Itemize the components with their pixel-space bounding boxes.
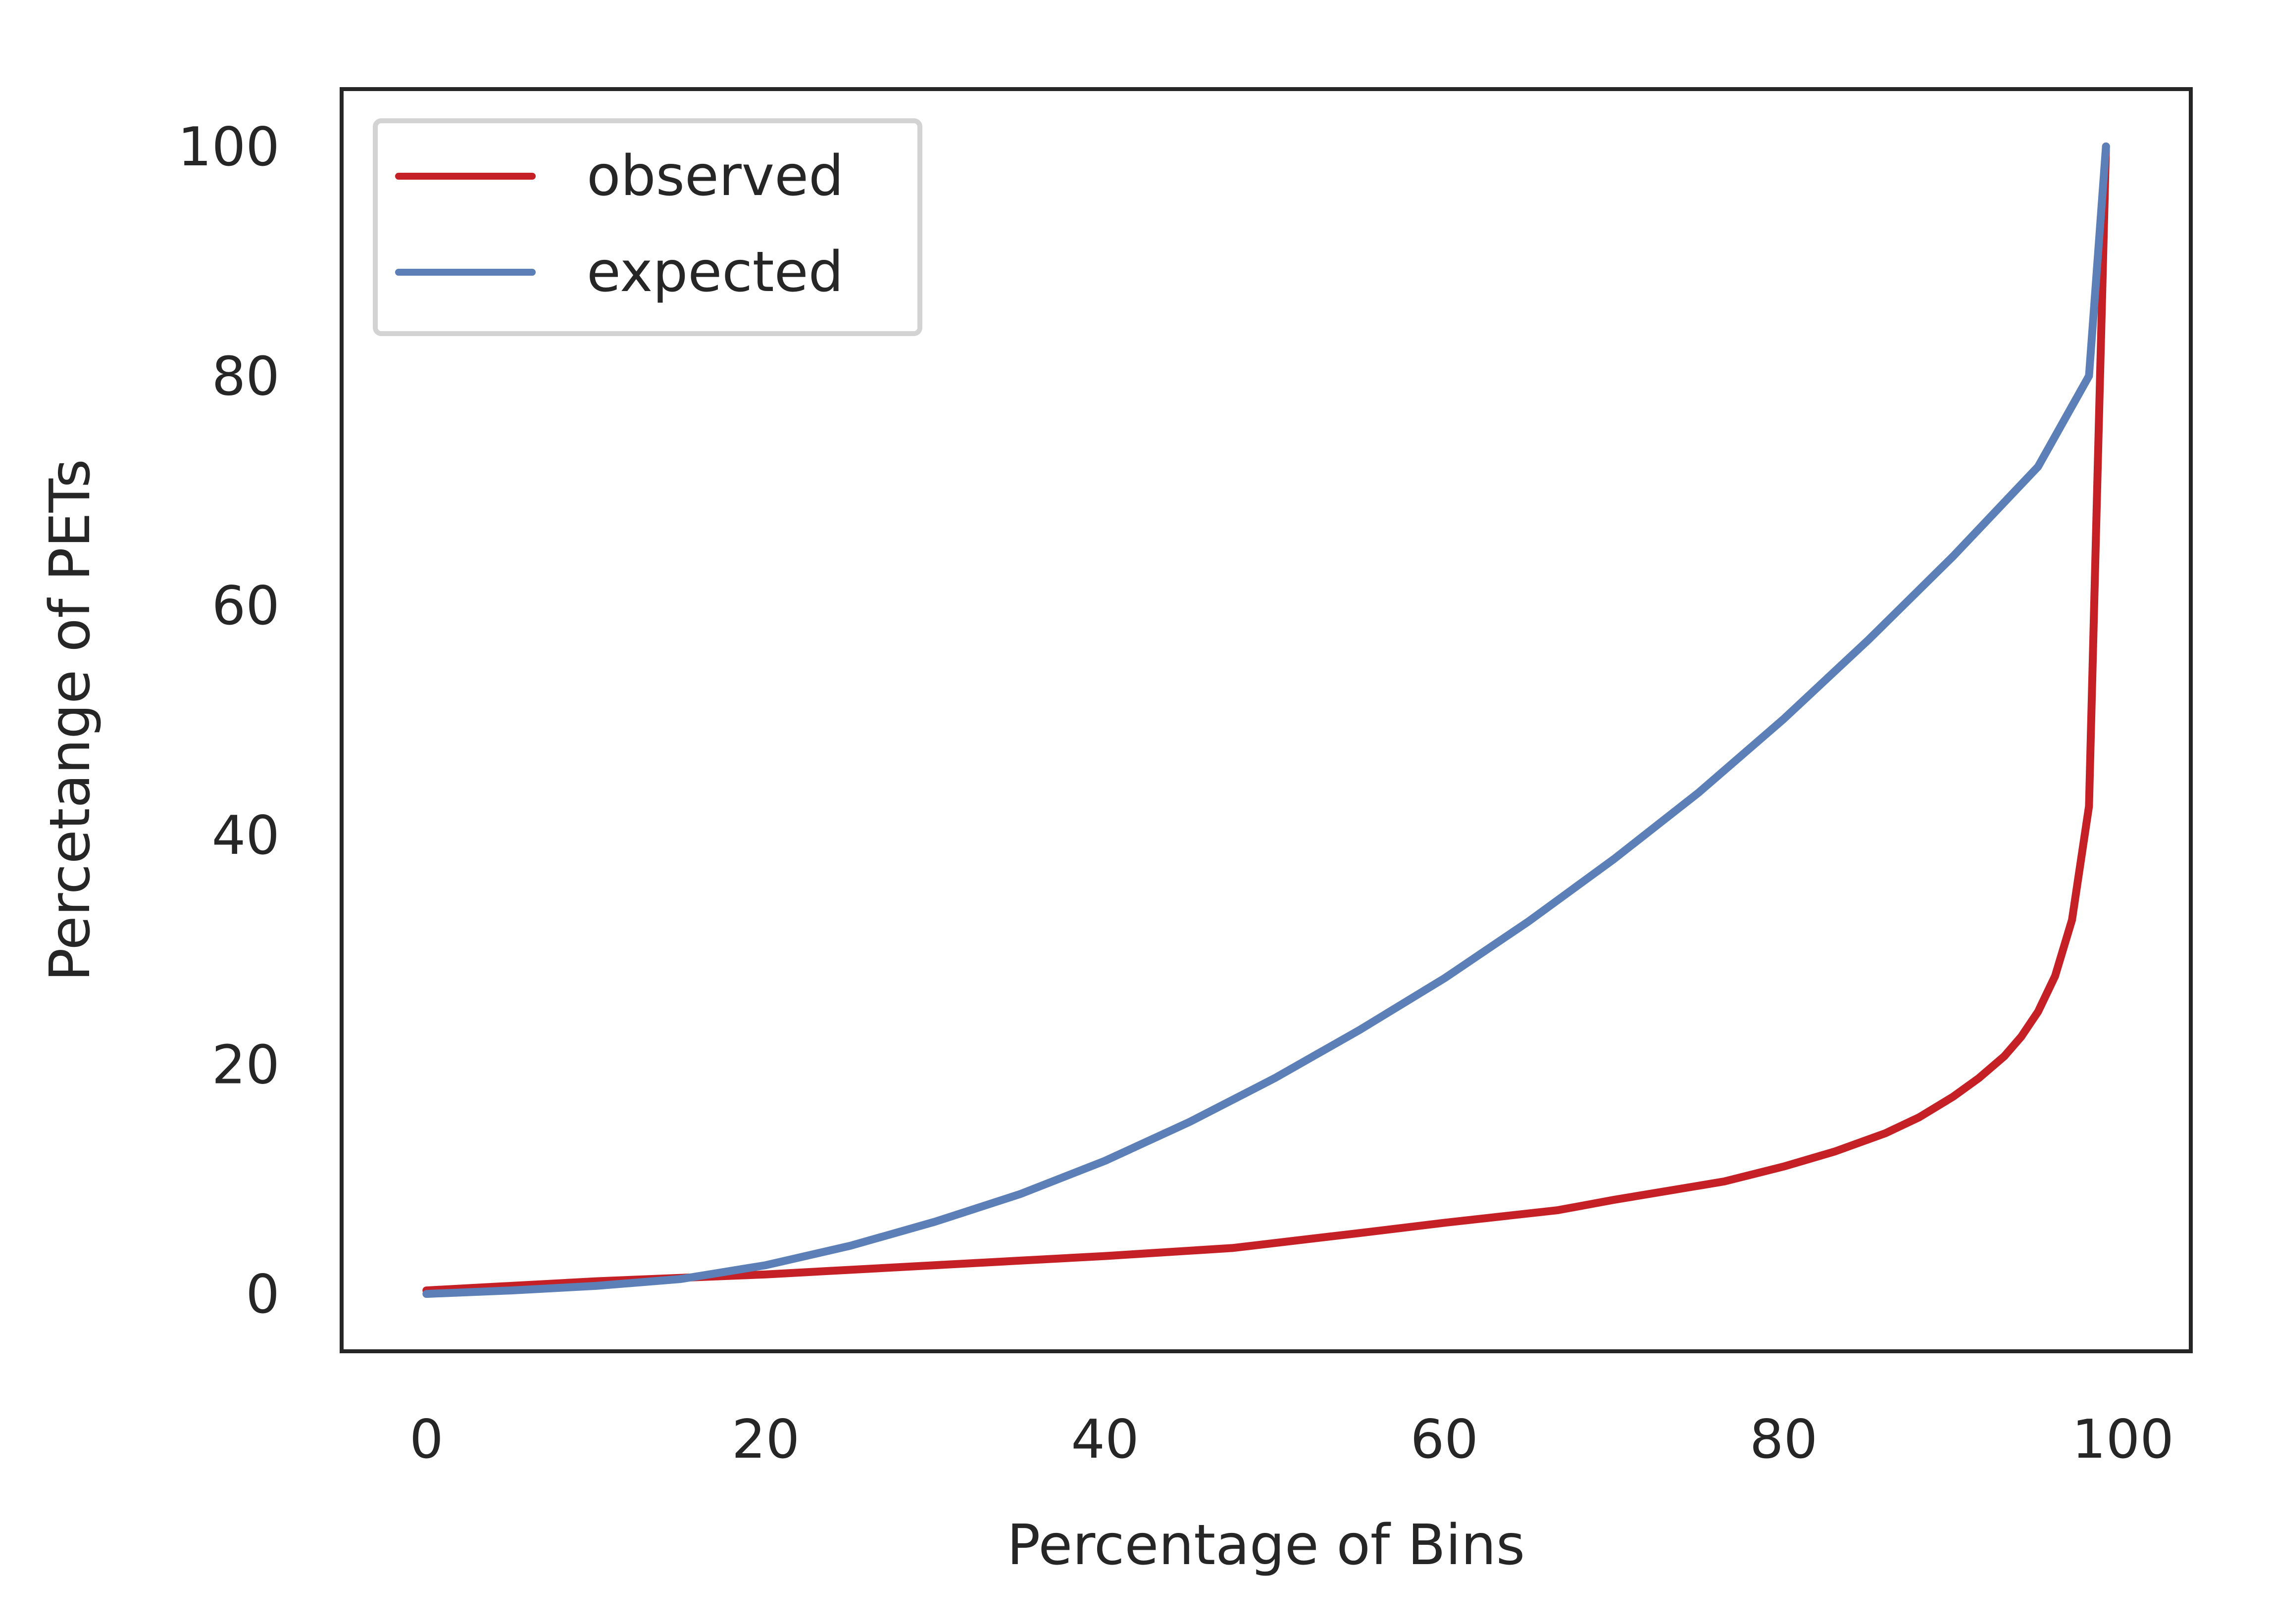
series-layer <box>422 142 2110 1298</box>
x-tick-label: 40 <box>1071 1409 1139 1471</box>
y-tick-label: 0 <box>246 1264 280 1326</box>
legend-label-observed: observed <box>587 144 844 208</box>
series-line-observed <box>422 142 2110 1295</box>
y-tick-label: 60 <box>212 575 280 637</box>
series-line-expected <box>422 142 2110 1298</box>
x-tick-label: 20 <box>732 1409 800 1471</box>
y-tick-label: 20 <box>212 1034 280 1096</box>
x-tick-label: 80 <box>1750 1409 1817 1471</box>
x-axis-label: Percentage of Bins <box>1007 1513 1525 1577</box>
y-tick-label: 100 <box>178 116 280 178</box>
plot-frame <box>340 87 2193 1353</box>
x-tick-label: 60 <box>1411 1409 1478 1471</box>
legend-label-expected: expected <box>587 240 844 304</box>
legend: observed expected <box>373 118 922 336</box>
y-tick-label: 40 <box>212 805 280 867</box>
x-tick-label: 0 <box>409 1409 444 1471</box>
tick-layer: 0 20 40 60 80 100 0 20 40 60 80 100 <box>178 116 2174 1471</box>
x-tick-label: 100 <box>2072 1409 2174 1471</box>
y-tick-label: 80 <box>212 346 280 408</box>
y-axis-label: Percetange of PETs <box>38 459 102 982</box>
